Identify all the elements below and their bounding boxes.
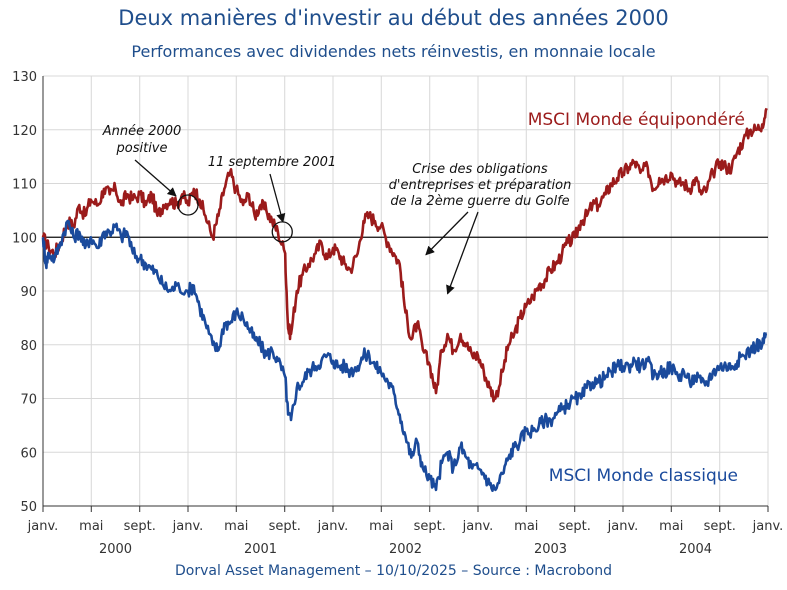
annotation-crisis-arrow-2 — [446, 211, 479, 295]
x-tick-label: mai — [224, 519, 248, 534]
y-tick-label: 60 — [20, 446, 37, 461]
annotation-sept11-text: 11 septembre 2001 — [208, 155, 336, 170]
annotation-crisis-line3: de la 2ème guerre du Golfe — [390, 194, 569, 209]
y-tick-label: 70 — [20, 393, 37, 408]
annotation-sept11-arrow — [269, 173, 286, 223]
y-tick-label: 100 — [12, 231, 37, 246]
annotation-2000-arrow — [134, 159, 177, 197]
series-line-classic — [41, 219, 768, 492]
series-line-equal-weight — [41, 107, 768, 403]
x-tick-label: janv. — [27, 519, 59, 534]
year-label: 2000 — [99, 542, 132, 557]
y-tick-label: 50 — [20, 500, 37, 515]
x-tick-label: janv. — [462, 519, 494, 534]
annotation-crisis-line2: d'entreprises et préparation — [389, 178, 572, 193]
y-tick-label: 120 — [12, 124, 37, 139]
chart-title: Deux manières d'investir au début des an… — [118, 6, 669, 30]
x-tick-label: mai — [514, 519, 538, 534]
chart-subtitle: Performances avec dividendes nets réinve… — [131, 42, 656, 61]
y-tick-label: 80 — [20, 339, 37, 354]
x-tick-label: mai — [659, 519, 683, 534]
x-tick-label: sept. — [124, 519, 156, 534]
x-tick-label: sept. — [269, 519, 301, 534]
annotation-crisis-line1: Crise des obligations — [412, 162, 548, 177]
x-tick-label: janv. — [172, 519, 204, 534]
year-label: 2001 — [244, 542, 277, 557]
annotation-crisis-arrow-1 — [425, 211, 469, 256]
year-label: 2003 — [534, 542, 567, 557]
series-label-equal-weight: MSCI Monde équipondéré — [528, 110, 745, 130]
x-tick-label: janv. — [317, 519, 349, 534]
year-label: 2002 — [389, 542, 422, 557]
annotation-sept11-circle — [271, 221, 293, 243]
series-label-classic: MSCI Monde classique — [549, 466, 738, 486]
y-tick-label: 110 — [12, 178, 37, 193]
x-tick-label: sept. — [559, 519, 591, 534]
x-tick-label: mai — [369, 519, 393, 534]
annotation-2000-line2: positive — [116, 141, 168, 156]
x-tick-label: janv. — [607, 519, 639, 534]
annotation-2000-line1: Année 2000 — [102, 124, 182, 139]
x-tick-label: mai — [79, 519, 103, 534]
footer-source: Dorval Asset Management – 10/10/2025 – S… — [174, 563, 613, 579]
y-tick-label: 130 — [12, 70, 37, 85]
x-tick-label: sept. — [414, 519, 446, 534]
x-tick-label: sept. — [704, 519, 736, 534]
x-tick-label: janv. — [752, 519, 784, 534]
year-label: 2004 — [679, 542, 712, 557]
annotation-2000-circle — [177, 194, 199, 216]
y-tick-label: 90 — [20, 285, 37, 300]
